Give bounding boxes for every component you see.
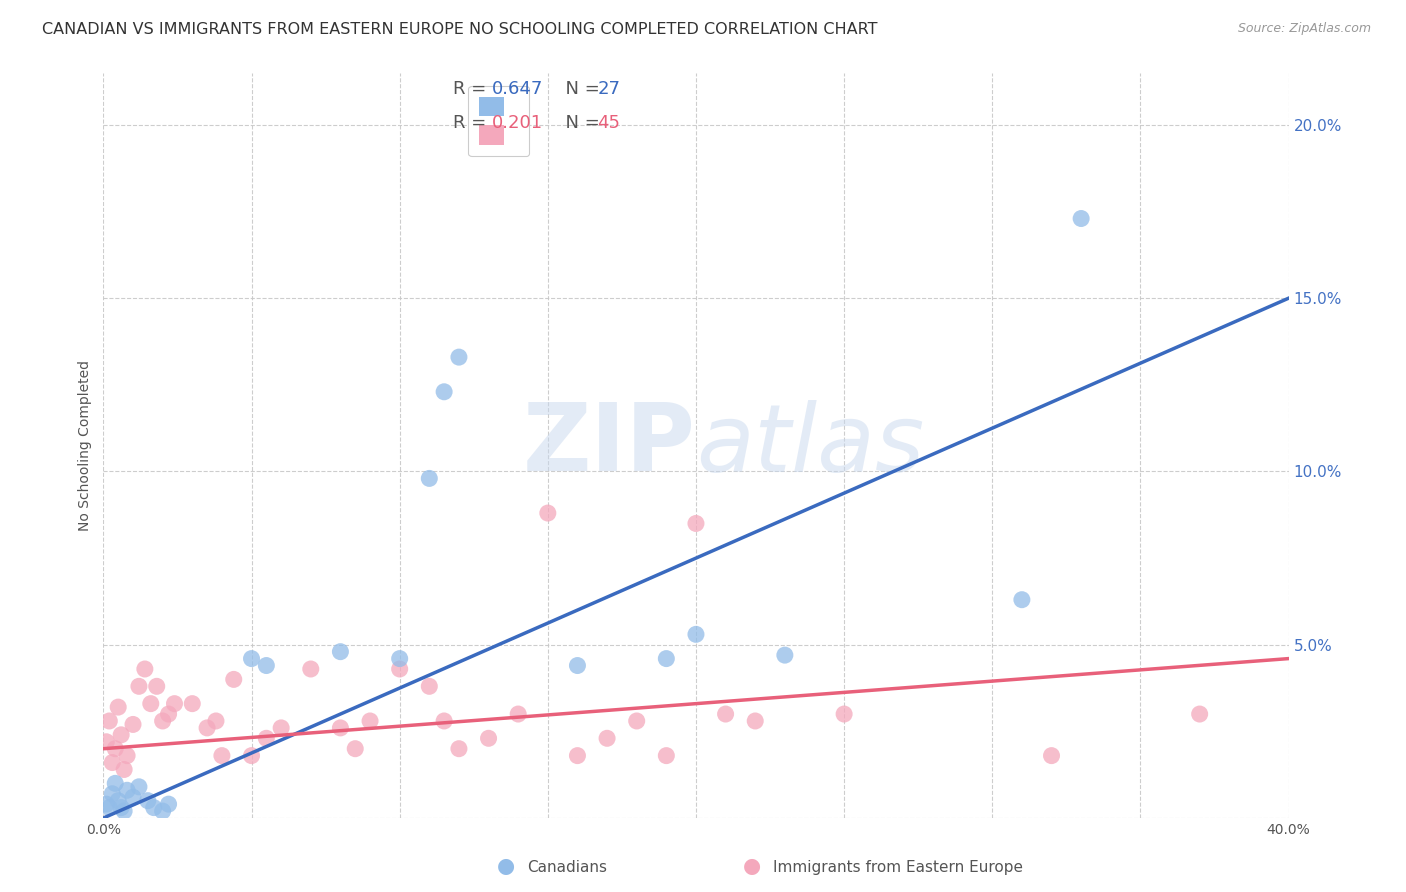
Point [344, 741, 367, 756]
Text: R =: R = [453, 114, 492, 132]
Point [418, 471, 440, 485]
Point [112, 763, 135, 777]
Point [329, 721, 352, 735]
Point [145, 679, 167, 693]
Point [96, 735, 118, 749]
Point [359, 714, 381, 728]
Point [1040, 748, 1063, 763]
Point [744, 714, 766, 728]
Point [508, 706, 530, 721]
Point [626, 714, 648, 728]
Text: N =: N = [554, 80, 606, 98]
Point [115, 748, 138, 763]
Point [110, 728, 132, 742]
Point [447, 350, 470, 364]
Point [685, 516, 707, 531]
Point [157, 797, 180, 812]
Point [254, 658, 277, 673]
Point [134, 662, 156, 676]
Point [101, 756, 124, 770]
Point [115, 783, 138, 797]
Point [139, 697, 162, 711]
Legend: , : , [468, 86, 529, 156]
Point [142, 800, 165, 814]
Point [270, 721, 292, 735]
Point [433, 384, 456, 399]
Point [1188, 706, 1211, 721]
Point [128, 679, 150, 693]
Point [128, 780, 150, 794]
Point [1011, 592, 1033, 607]
Text: atlas: atlas [696, 400, 924, 491]
Point [122, 717, 145, 731]
Point [222, 673, 245, 687]
Point [1070, 211, 1092, 226]
Point [104, 741, 127, 756]
Point [655, 748, 678, 763]
Point [195, 721, 218, 735]
Point [122, 790, 145, 805]
Point [388, 651, 411, 665]
Point [567, 658, 589, 673]
Y-axis label: No Schooling Completed: No Schooling Completed [79, 360, 93, 531]
Point [152, 804, 174, 818]
Point [98, 714, 121, 728]
Text: 27: 27 [598, 80, 620, 98]
Point [832, 706, 855, 721]
Point [477, 731, 499, 746]
Point [107, 700, 129, 714]
Point [107, 794, 129, 808]
Point [181, 697, 204, 711]
Point [433, 714, 456, 728]
Point [96, 797, 118, 812]
Point [98, 800, 121, 814]
Point [254, 731, 277, 746]
Text: ZIP: ZIP [523, 400, 696, 491]
Point [596, 731, 619, 746]
Point [101, 787, 124, 801]
Text: N =: N = [554, 114, 606, 132]
Point [685, 627, 707, 641]
Text: Source: ZipAtlas.com: Source: ZipAtlas.com [1237, 22, 1371, 36]
Text: 0.647: 0.647 [492, 80, 544, 98]
Text: ●: ● [498, 856, 515, 876]
Point [299, 662, 322, 676]
Point [205, 714, 228, 728]
Point [157, 706, 180, 721]
Point [136, 794, 159, 808]
Text: ●: ● [744, 856, 761, 876]
Point [104, 776, 127, 790]
Point [240, 651, 263, 665]
Point [567, 748, 589, 763]
Text: 0.201: 0.201 [492, 114, 543, 132]
Point [112, 804, 135, 818]
Point [388, 662, 411, 676]
Text: Immigrants from Eastern Europe: Immigrants from Eastern Europe [773, 861, 1024, 875]
Point [447, 741, 470, 756]
Point [537, 506, 560, 520]
Text: Canadians: Canadians [527, 861, 607, 875]
Text: CANADIAN VS IMMIGRANTS FROM EASTERN EUROPE NO SCHOOLING COMPLETED CORRELATION CH: CANADIAN VS IMMIGRANTS FROM EASTERN EURO… [42, 22, 877, 37]
Point [240, 748, 263, 763]
Point [211, 748, 233, 763]
Point [329, 645, 352, 659]
Point [773, 648, 796, 662]
Point [110, 800, 132, 814]
Point [714, 706, 737, 721]
Point [655, 651, 678, 665]
Text: R =: R = [453, 80, 492, 98]
Text: 45: 45 [598, 114, 620, 132]
Point [163, 697, 186, 711]
Point [152, 714, 174, 728]
Point [418, 679, 440, 693]
